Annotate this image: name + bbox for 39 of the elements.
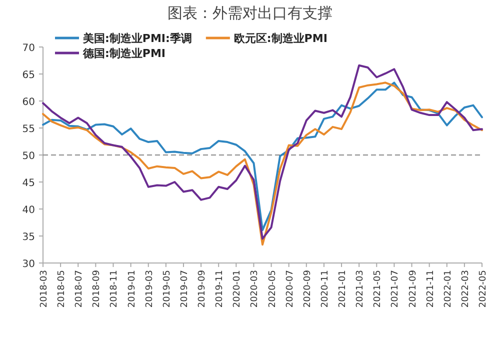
x-tick-label: 2018-09 — [92, 270, 102, 308]
x-tick-label: 2019-07 — [180, 270, 190, 308]
x-tick-label: 2018-05 — [57, 270, 68, 308]
y-tick-label: 45 — [22, 178, 35, 189]
legend-label: 欧元区:制造业PMI — [234, 32, 328, 45]
x-tick-label: 2019-11 — [215, 270, 226, 308]
x-tick-label: 2022-01 — [443, 270, 454, 308]
x-tick-label: 2020-09 — [302, 270, 313, 308]
x-tick-label: 2019-05 — [162, 270, 172, 308]
x-tick-label: 2022-05 — [478, 270, 488, 308]
x-tick-label: 2021-05 — [373, 270, 384, 308]
x-tick-label: 2021-11 — [426, 270, 436, 308]
y-tick-label: 70 — [22, 43, 35, 54]
x-tick-label: 2019-09 — [198, 270, 208, 308]
y-tick-label: 50 — [22, 151, 35, 162]
x-tick-label: 2020-05 — [268, 270, 278, 308]
x-tick-label: 2018-07 — [74, 270, 85, 308]
y-tick-label: 55 — [22, 124, 35, 135]
y-tick-label: 35 — [22, 232, 35, 243]
y-tick-label: 40 — [22, 205, 35, 216]
legend-label: 德国:制造业PMI — [82, 47, 166, 60]
x-tick-label: 2020-03 — [250, 270, 260, 308]
x-tick-label: 2021-07 — [390, 270, 401, 308]
x-tick-label: 2018-03 — [40, 270, 50, 308]
x-tick-label: 2021-03 — [356, 270, 366, 308]
x-tick-label: 2022-03 — [460, 270, 471, 308]
x-tick-label: 2019-03 — [144, 270, 155, 308]
y-tick-label: 60 — [22, 97, 35, 108]
y-tick-label: 65 — [22, 70, 35, 81]
y-tick-label: 30 — [22, 259, 35, 270]
x-tick-label: 2021-01 — [338, 270, 348, 308]
x-tick-label: 2021-09 — [408, 270, 418, 308]
x-tick-label: 2020-07 — [285, 270, 296, 308]
x-tick-label: 2018-11 — [110, 270, 120, 308]
x-tick-label: 2020-01 — [232, 270, 243, 308]
legend-label: 美国:制造业PMI:季调 — [82, 32, 192, 45]
x-tick-label: 2019-01 — [127, 270, 138, 308]
x-tick-label: 2020-11 — [320, 270, 330, 308]
chart-title: 图表：外需对出口有支撑 — [168, 4, 332, 22]
